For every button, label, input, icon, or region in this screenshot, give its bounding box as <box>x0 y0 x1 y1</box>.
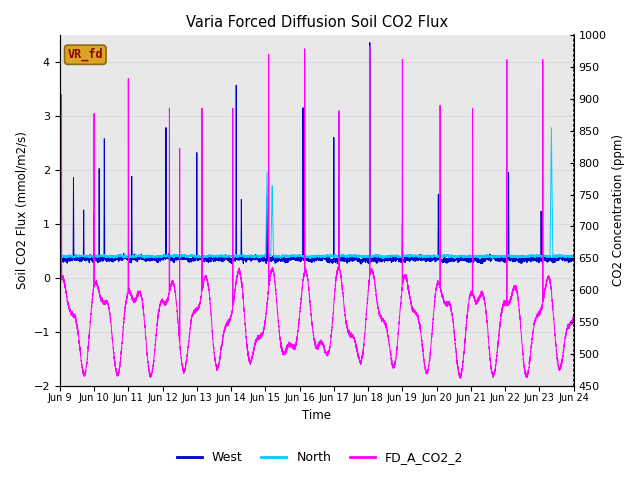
Text: VR_fd: VR_fd <box>67 48 103 61</box>
Y-axis label: CO2 Concentration (ppm): CO2 Concentration (ppm) <box>612 134 625 287</box>
Legend: West, North, FD_A_CO2_2: West, North, FD_A_CO2_2 <box>172 446 468 469</box>
Title: Varia Forced Diffusion Soil CO2 Flux: Varia Forced Diffusion Soil CO2 Flux <box>186 15 448 30</box>
X-axis label: Time: Time <box>302 409 331 422</box>
Y-axis label: Soil CO2 Flux (mmol/m2/s): Soil CO2 Flux (mmol/m2/s) <box>15 132 28 289</box>
